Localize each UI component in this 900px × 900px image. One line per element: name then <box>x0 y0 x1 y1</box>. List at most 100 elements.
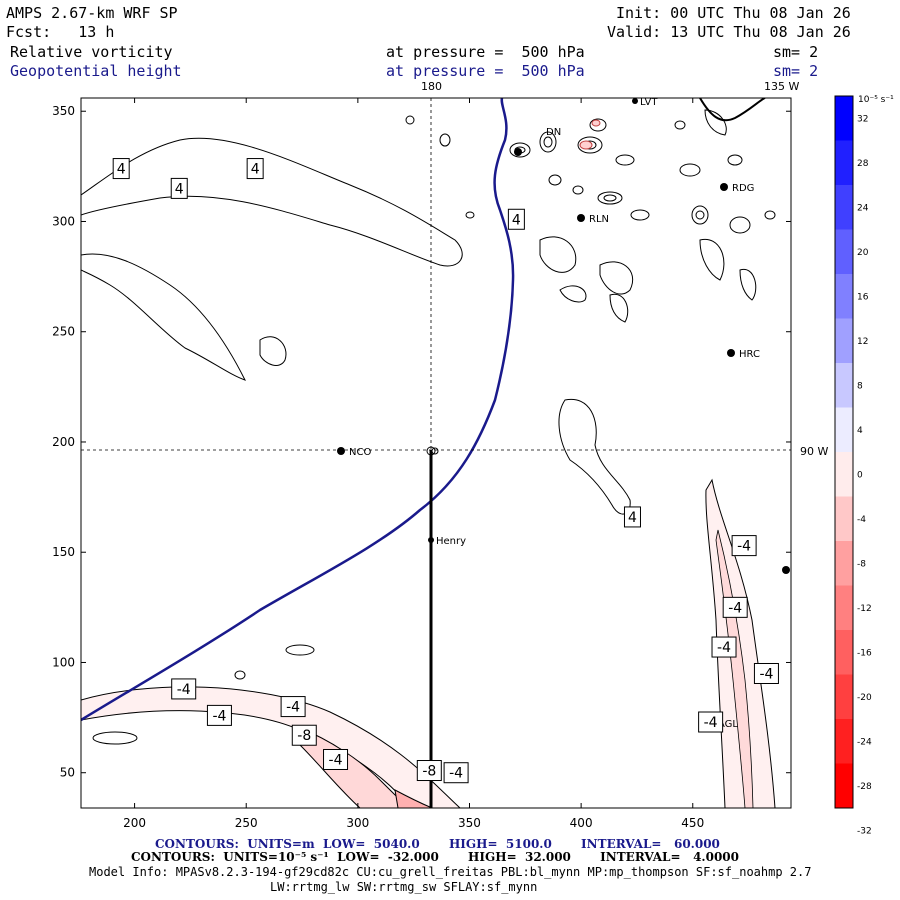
station-nco-marker <box>337 447 345 455</box>
station-east-marker <box>782 566 790 574</box>
colorbar-swatch <box>835 719 853 764</box>
footer-vorticity-contours: CONTOURS: UNITS=10⁻⁵ s⁻¹ LOW= -32.000 HI… <box>131 850 739 864</box>
station-lvt-marker <box>632 98 638 104</box>
colorbar-tick-label: 24 <box>857 203 869 213</box>
lon-label-180: 180 <box>421 80 442 93</box>
colorbar-tick-label: -24 <box>857 737 872 747</box>
axes: 200 250 300 350 400 450 50 100 150 200 250 300 350 <box>52 98 791 830</box>
station-rdg-marker <box>720 183 728 191</box>
y-tick-label: 350 <box>52 104 75 118</box>
contour-ne-cluster <box>509 109 776 323</box>
colorbar-tick-label: 32 <box>857 114 868 124</box>
model-title: AMPS 2.67-km WRF SP <box>6 4 178 22</box>
svg-text:-4: -4 <box>212 708 226 724</box>
contour-value-label: -4 <box>711 636 737 658</box>
x-tick-label: 350 <box>458 816 481 830</box>
colorbar-swatch <box>835 585 853 630</box>
field1-pressure: at pressure = 500 hPa <box>386 43 585 61</box>
lon-label-90w: 90 W <box>800 445 828 458</box>
x-tick-label: 200 <box>123 816 146 830</box>
contour-value-label: 4 <box>246 158 264 180</box>
contour-value-label: -4 <box>280 696 306 718</box>
geopotential-height-contour <box>81 98 515 722</box>
colorbar-swatch <box>835 363 853 408</box>
contour-value-label: 4 <box>170 177 188 199</box>
colorbar-swatch <box>835 318 853 363</box>
valid-time: Valid: 13 UTC Thu 08 Jan 26 <box>607 23 851 41</box>
svg-text:-8: -8 <box>297 728 311 744</box>
cross-section-marker <box>426 446 436 456</box>
station-hrc-marker <box>727 349 735 357</box>
svg-text:-4: -4 <box>728 600 742 616</box>
contour-value-label: 4 <box>507 208 525 230</box>
init-time: Init: 00 UTC Thu 08 Jan 26 <box>616 4 851 22</box>
colorbar-swatch <box>835 763 853 808</box>
svg-text:-4: -4 <box>737 539 751 555</box>
contour-value-label: 4 <box>623 506 641 528</box>
svg-text:-4: -4 <box>717 640 731 656</box>
x-tick-label: 400 <box>570 816 593 830</box>
contour-n-blob <box>259 336 287 366</box>
station-rdg-label: RDG <box>732 183 754 194</box>
contour-value-label: -4 <box>171 678 197 700</box>
station-dn-label: DN <box>546 127 561 138</box>
contour-w-small <box>92 115 475 745</box>
footer-model-info-2: LW:rrtmg_lw SW:rrtmg_sw SFLAY:sf_mynn <box>270 880 538 894</box>
cross-section-marker-2 <box>431 447 439 455</box>
plot-frame <box>80 97 792 809</box>
station-rln-marker <box>577 214 585 222</box>
stations: NCO Henry RLN RDG HRC AGL LVT DN <box>337 97 790 730</box>
coastline-ne <box>699 98 766 122</box>
svg-text:4: 4 <box>251 162 260 178</box>
x-tick-label: 450 <box>681 816 704 830</box>
field2-pressure: at pressure = 500 hPa <box>386 62 585 80</box>
vorticity-shade-sw-4 <box>394 789 433 808</box>
colorbar-swatch <box>835 229 853 274</box>
station-nco-label: NCO <box>349 447 371 458</box>
colorbar-swatch <box>835 496 853 541</box>
svg-text:4: 4 <box>175 181 184 197</box>
contour-value-label: -4 <box>753 662 779 684</box>
y-tick-label: 50 <box>60 766 75 780</box>
contour-center-blob <box>558 398 631 515</box>
svg-text:-4: -4 <box>759 666 773 682</box>
footer-height-contours: CONTOURS: UNITS=m LOW= 5040.0 HIGH= 5100… <box>155 837 720 851</box>
svg-text:-4: -4 <box>329 752 343 768</box>
svg-text:4: 4 <box>512 212 521 228</box>
field2-smoothing: sm= 2 <box>773 62 819 80</box>
contour-value-label: -4 <box>443 762 469 784</box>
contour-value-label: -4 <box>731 535 757 557</box>
svg-text:-4: -4 <box>449 766 463 782</box>
station-henry-label: Henry <box>436 536 466 547</box>
contour-value-label: -4 <box>206 704 232 726</box>
y-tick-label: 150 <box>52 545 75 559</box>
colorbar-tick-label: 28 <box>857 159 869 169</box>
station-lvt-label: LVT <box>640 97 658 108</box>
colorbar-tick-label: -32 <box>857 826 872 836</box>
colorbar-tick-label: 8 <box>857 381 863 391</box>
forecast-hour: Fcst: 13 h <box>6 23 115 41</box>
colorbar-tick-label: -16 <box>857 648 872 658</box>
colorbar-tick-label: -28 <box>857 782 872 792</box>
colorbar-swatch <box>835 274 853 319</box>
station-hrc-label: HRC <box>739 349 760 360</box>
svg-text:4: 4 <box>628 510 637 526</box>
colorbar-tick-label: -4 <box>857 515 866 525</box>
contour-value-label: -4 <box>722 596 748 618</box>
contour-value-label: -4 <box>323 748 349 770</box>
svg-text:-8: -8 <box>422 764 436 780</box>
colorbar-tick-label: 4 <box>857 426 863 436</box>
contour-nw-2 <box>81 253 246 381</box>
contour-value-label: -4 <box>698 711 724 733</box>
colorbar-tick-label: -20 <box>857 693 872 703</box>
colorbar-tick-label: 20 <box>857 248 869 258</box>
footer-model-info: Model Info: MPASv8.2.3-194-gf29cd82c CU:… <box>89 865 812 879</box>
station-henry-marker <box>428 537 434 543</box>
field1-name: Relative vorticity <box>10 43 173 61</box>
svg-text:-4: -4 <box>704 715 718 731</box>
x-tick-label: 300 <box>346 816 369 830</box>
field1-smoothing: sm= 2 <box>773 43 819 61</box>
colorbar-swatch <box>835 452 853 497</box>
contour-value-label: 4 <box>112 158 130 180</box>
